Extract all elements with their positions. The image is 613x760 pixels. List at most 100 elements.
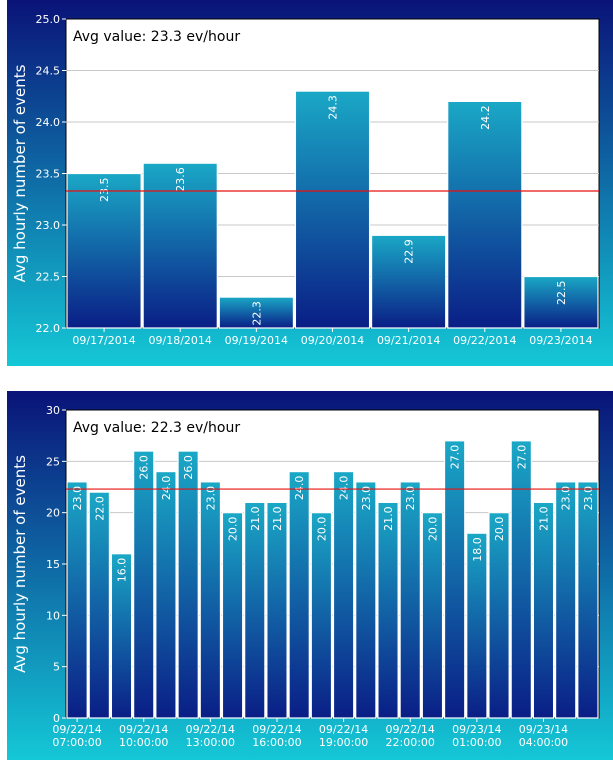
bar-value-label: 24.3 — [327, 95, 340, 120]
x-tick-label: 09/22/14 13:00:00 — [186, 723, 235, 749]
x-tick-label: 09/22/14 16:00:00 — [252, 723, 301, 749]
x-tick-label-line: 04:00:00 — [519, 736, 568, 749]
bar-value-label: 23.0 — [560, 486, 573, 511]
bar-value-label: 27.0 — [515, 445, 528, 470]
x-tick-label: 09/23/2014 — [529, 334, 592, 347]
y-tick-label: 23.5 — [36, 168, 61, 181]
x-tick-label-line: 09/23/14 — [452, 723, 501, 736]
bar — [421, 512, 444, 719]
bar — [155, 470, 177, 719]
y-tick-label: 22.5 — [36, 271, 61, 284]
bar-value-label: 23.0 — [71, 486, 84, 511]
x-tick-label: 09/21/2014 — [377, 334, 440, 347]
bar-value-label: 21.0 — [382, 506, 395, 531]
bar — [377, 501, 399, 719]
bar-value-label: 22.9 — [403, 239, 416, 263]
y-tick-label: 22.0 — [36, 322, 61, 335]
bar — [266, 501, 288, 719]
bar-value-label: 22.5 — [555, 281, 568, 306]
bar — [447, 100, 523, 329]
bar-value-label: 16.0 — [116, 558, 129, 583]
bar — [218, 296, 295, 329]
x-tick-label-line: 13:00:00 — [186, 736, 235, 749]
bar-value-label: 21.0 — [537, 506, 550, 531]
bar — [532, 501, 555, 719]
x-tick-label-line: 10:00:00 — [119, 736, 168, 749]
x-tick-label-line: 09/22/14 — [252, 723, 301, 736]
y-tick-label: 0 — [53, 712, 60, 725]
bar-value-label: 20.0 — [315, 517, 328, 541]
x-tick-label-line: 09/22/14 — [186, 723, 235, 736]
bar — [88, 491, 111, 719]
y-tick-label: 30 — [46, 404, 60, 417]
bar — [310, 512, 333, 719]
bar-value-label: 22.0 — [93, 496, 106, 520]
x-tick-label-line: 09/22/14 — [52, 723, 101, 736]
bar-value-label: 20.0 — [493, 517, 506, 541]
y-tick-label: 5 — [53, 661, 60, 674]
bar-value-label: 27.0 — [449, 445, 462, 470]
bar-value-label: 24.0 — [293, 476, 306, 501]
average-annotation: Avg value: 22.3 ev/hour — [73, 420, 240, 436]
y-tick-label: 23.0 — [36, 219, 61, 232]
bar-value-label: 22.3 — [250, 301, 263, 326]
bar — [554, 481, 577, 719]
y-tick-label: 25.0 — [36, 13, 61, 26]
x-tick-label-line: 09/22/14 — [319, 723, 368, 736]
bar — [510, 440, 532, 719]
y-tick-label: 24.5 — [36, 65, 61, 78]
bar-value-label: 21.0 — [271, 506, 284, 531]
bar — [66, 172, 142, 329]
x-tick-label: 09/22/2014 — [453, 334, 516, 347]
y-tick-label: 20 — [46, 507, 60, 520]
y-tick-label: 15 — [46, 558, 60, 571]
bar-value-label: 23.0 — [404, 486, 417, 511]
x-tick-label: 09/18/2014 — [149, 334, 212, 347]
y-tick-label: 25 — [46, 455, 60, 468]
hourly-events-chart-svg: 0 5 10 15 20 25 30 23.0 22.0 16.0 26.0 24.0 26.0 23.0… — [7, 391, 613, 760]
x-tick-label: 09/23/14 01:00:00 — [452, 723, 501, 749]
hourly-events-chart: 0 5 10 15 20 25 30 23.0 22.0 16.0 26.0 24.0 26.0 23.0… — [7, 391, 613, 760]
x-tick-label-line: 22:00:00 — [386, 736, 435, 749]
x-tick-label-line: 09/22/14 — [119, 723, 168, 736]
bar — [399, 481, 421, 719]
x-tick-label: 09/23/14 04:00:00 — [519, 723, 568, 749]
x-tick-label-line: 09/22/14 — [386, 723, 435, 736]
bar-value-label: 20.0 — [227, 517, 240, 541]
bar-value-label: 23.0 — [360, 486, 373, 511]
x-tick-label-line: 01:00:00 — [452, 736, 501, 749]
y-tick-label: 24.0 — [36, 116, 61, 129]
bar-value-label: 26.0 — [138, 455, 151, 480]
bar — [288, 470, 310, 719]
bar-value-label: 24.0 — [160, 476, 173, 501]
y-axis-title: Avg hourly number of events — [11, 455, 29, 673]
bar — [221, 512, 244, 719]
x-tick-label: 09/19/2014 — [225, 334, 288, 347]
bar — [199, 481, 222, 719]
daily-events-chart-svg: 22.0 22.5 23.0 23.5 24.0 24.5 25.0 23.5 23.6 22.3… — [7, 0, 613, 366]
daily-events-chart: 22.0 22.5 23.0 23.5 24.0 24.5 25.0 23.5 23.6 22.3… — [7, 0, 613, 366]
bar-value-label: 24.2 — [479, 105, 492, 129]
bar — [133, 450, 155, 719]
bar-value-label: 20.0 — [426, 517, 439, 541]
x-tick-label-line: 16:00:00 — [252, 736, 301, 749]
bar — [177, 450, 199, 719]
x-tick-label: 09/22/14 19:00:00 — [319, 723, 368, 749]
x-tick-label: 09/17/2014 — [72, 334, 135, 347]
bar — [66, 481, 88, 719]
bar-value-label: 18.0 — [471, 537, 484, 562]
bar-value-label: 23.6 — [174, 167, 187, 192]
bar — [577, 481, 599, 719]
x-tick-label: 09/22/14 22:00:00 — [386, 723, 435, 749]
x-tick-label-line: 09/23/14 — [519, 723, 568, 736]
x-tick-label: 09/20/2014 — [301, 334, 364, 347]
bar — [488, 512, 510, 719]
bar-value-label: 24.0 — [338, 476, 351, 501]
bar — [355, 481, 377, 719]
bar — [244, 501, 266, 719]
y-tick-label: 10 — [46, 609, 60, 622]
bar — [332, 470, 355, 719]
bar-value-label: 26.0 — [182, 455, 195, 480]
bar — [110, 553, 133, 719]
x-tick-label: 09/22/14 10:00:00 — [119, 723, 168, 749]
